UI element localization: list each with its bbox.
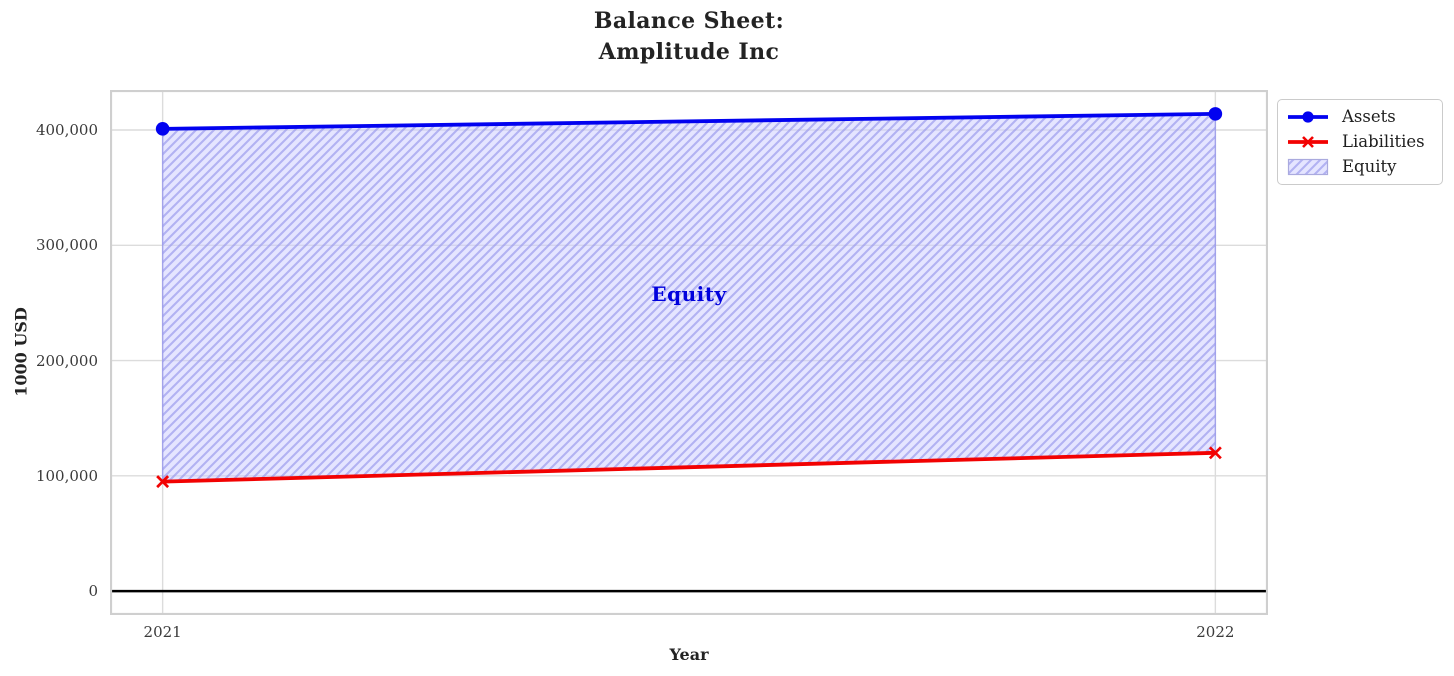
- x-tick-label: 2022: [1196, 623, 1235, 641]
- series-group: [155, 107, 1223, 489]
- y-tick-label: 100,000: [35, 466, 98, 485]
- y-tick-label: 400,000: [35, 121, 98, 139]
- y-tick-label: 0: [88, 582, 98, 601]
- equity-annotation: Equity: [651, 282, 727, 307]
- liabilities-line: [162, 450, 1216, 484]
- legend-label-equity: Equity: [1342, 156, 1397, 176]
- assets-point-marker: [1208, 107, 1223, 121]
- legend-label-assets: Assets: [1342, 107, 1396, 127]
- y-tick-label: 200,000: [35, 351, 98, 370]
- plot-border: [110, 90, 1268, 615]
- equity-legend-swatch: [1287, 158, 1329, 175]
- x-tick-label: 2021: [143, 623, 182, 641]
- x-axis-label: Year: [669, 645, 709, 664]
- assets-legend-marker: [1288, 111, 1328, 123]
- assets-line: [162, 111, 1216, 131]
- chart-title-line1: Balance Sheet:: [593, 8, 785, 34]
- equity-legend-hatched-rect: [1287, 158, 1329, 175]
- equity-area-group: [110, 113, 1268, 593]
- legend-item-assets: Assets: [1287, 105, 1433, 130]
- plot-area: [110, 90, 1268, 615]
- liabilities-legend-x-marker: [1302, 136, 1314, 148]
- liabilities-legend-marker: [1288, 136, 1328, 148]
- liabilities-point-marker: [156, 475, 170, 489]
- legend: Assets Liabilities Equity: [1277, 99, 1443, 185]
- assets-legend-circle-marker: [1302, 111, 1314, 123]
- y-axis-label: 1000 USD: [11, 307, 31, 397]
- y-tick-label: 300,000: [35, 236, 98, 255]
- legend-item-equity: Equity: [1287, 154, 1433, 179]
- legend-item-liabilities: Liabilities: [1287, 130, 1433, 155]
- legend-label-liabilities: Liabilities: [1342, 132, 1425, 151]
- assets-point-marker: [155, 122, 170, 136]
- liabilities-point-marker: [1208, 446, 1222, 460]
- chart-title: Balance Sheet: Amplitude Inc: [110, 6, 1268, 68]
- chart-title-line2: Amplitude Inc: [598, 39, 780, 65]
